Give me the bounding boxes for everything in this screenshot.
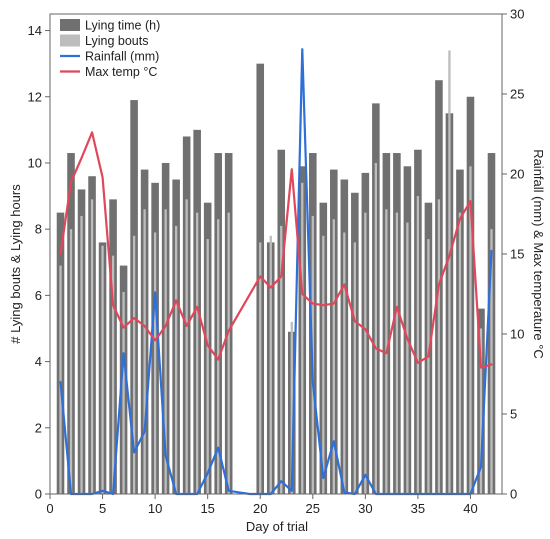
x-tick-label: 10: [148, 501, 162, 516]
y-right-tick-label: 15: [510, 247, 524, 262]
bar-lying-bouts-day-11: [164, 209, 167, 494]
y-left-tick-label: 6: [35, 288, 42, 303]
y-left-tick-label: 4: [35, 354, 42, 369]
bar-lying-bouts-day-38: [448, 50, 451, 494]
bar-lying-bouts-day-40: [469, 166, 472, 494]
x-tick-label: 0: [46, 501, 53, 516]
bars-layer: [56, 50, 496, 495]
bar-lying-bouts-day-33: [395, 212, 399, 494]
bar-lying-bouts-day-34: [406, 222, 409, 495]
bar-lying-bouts-day-42: [490, 229, 493, 495]
bar-lying-bouts-day-36: [427, 239, 430, 494]
bar-lying-bouts-day-10: [153, 232, 157, 495]
x-tick-label: 35: [411, 501, 425, 516]
bar-lying-bouts-day-37: [437, 199, 441, 494]
bar-lying-bouts-day-12: [174, 225, 178, 495]
x-tick-label: 40: [463, 501, 477, 516]
bar-lying-bouts-day-7: [122, 292, 125, 494]
legend-label-0: Lying time (h): [85, 19, 160, 33]
bar-lying-bouts-day-27: [332, 219, 335, 495]
bar-lying-bouts-day-8: [132, 235, 136, 495]
bar-lying-bouts-day-1: [59, 265, 62, 494]
bar-lying-bouts-day-24: [301, 182, 304, 494]
bar-lying-bouts-day-29: [353, 242, 356, 494]
legend: Lying time (h)Lying bouts Rainfall (mm)Ma…: [60, 19, 160, 79]
x-tick-label: 20: [253, 501, 267, 516]
bar-lying-bouts-day-31: [374, 162, 378, 494]
bar-lying-bouts-day-5: [101, 245, 104, 494]
bar-lying-bouts-day-39: [458, 212, 462, 494]
bar-lying-bouts-day-2: [69, 229, 73, 495]
y-left-tick-label: 8: [35, 222, 42, 237]
bar-lying-bouts-day-15: [206, 239, 209, 494]
legend-label-2: Rainfall (mm): [85, 50, 159, 64]
y-left-tick-label: 10: [28, 155, 42, 170]
bar-lying-bouts-day-9: [143, 209, 146, 494]
bar-lying-bouts-day-21: [269, 235, 272, 495]
bar-lying-bouts-day-30: [364, 212, 367, 494]
y-right-tick-label: 5: [510, 407, 517, 422]
bar-lying-bouts-day-6: [111, 255, 115, 494]
bar-lying-bouts-day-41: [479, 328, 483, 494]
y-right-axis-title: Rainfall (mm) & Max temperature °C: [531, 149, 546, 359]
y-left-tick-label: 12: [28, 89, 42, 104]
bar-lying-bouts-day-35: [416, 196, 420, 494]
x-tick-label: 5: [99, 501, 106, 516]
y-right-tick-label: 20: [510, 167, 524, 182]
y-left-axis-title: # Lying bouts & Lying hours: [8, 184, 23, 344]
bar-lying-bouts-day-17: [227, 212, 230, 494]
bar-lying-bouts-day-3: [80, 215, 83, 494]
x-tick-label: 25: [306, 501, 320, 516]
x-tick-label: 15: [200, 501, 214, 516]
bar-lying-bouts-day-28: [343, 232, 346, 495]
axes-layer: 0 5 10 15 20 25 30 35 40 0 2 4 6 8 10 12 14 0 5 10 15 20 25 30: [28, 7, 525, 517]
y-left-tick-label: 14: [28, 23, 42, 38]
y-left-tick-label: 2: [35, 420, 42, 435]
bar-lying-bouts-day-23: [290, 321, 293, 494]
y-left-tick-label: 0: [35, 487, 42, 502]
x-axis-title: Day of trial: [246, 519, 308, 534]
y-right-tick-label: 25: [510, 87, 524, 102]
y-right-tick-label: 30: [510, 7, 524, 22]
legend-label-3: Max temp °C: [85, 65, 157, 79]
bar-lying-bouts-day-4: [90, 199, 94, 494]
bar-lying-bouts-day-13: [185, 199, 188, 494]
bar-lying-bouts-day-26: [322, 235, 325, 495]
legend-label-1: Lying bouts: [85, 34, 148, 48]
y-right-tick-label: 10: [510, 327, 524, 342]
x-tick-label: 30: [358, 501, 372, 516]
bar-lying-bouts-day-14: [196, 212, 199, 494]
legend-swatch-0: [60, 19, 80, 31]
legend-swatch-1: [60, 34, 80, 47]
max-temp-line: [59, 131, 493, 369]
bar-lying-bouts-day-22: [280, 225, 283, 495]
bar-lying-bouts-day-20: [259, 242, 262, 494]
y-right-tick-label: 0: [510, 487, 517, 502]
